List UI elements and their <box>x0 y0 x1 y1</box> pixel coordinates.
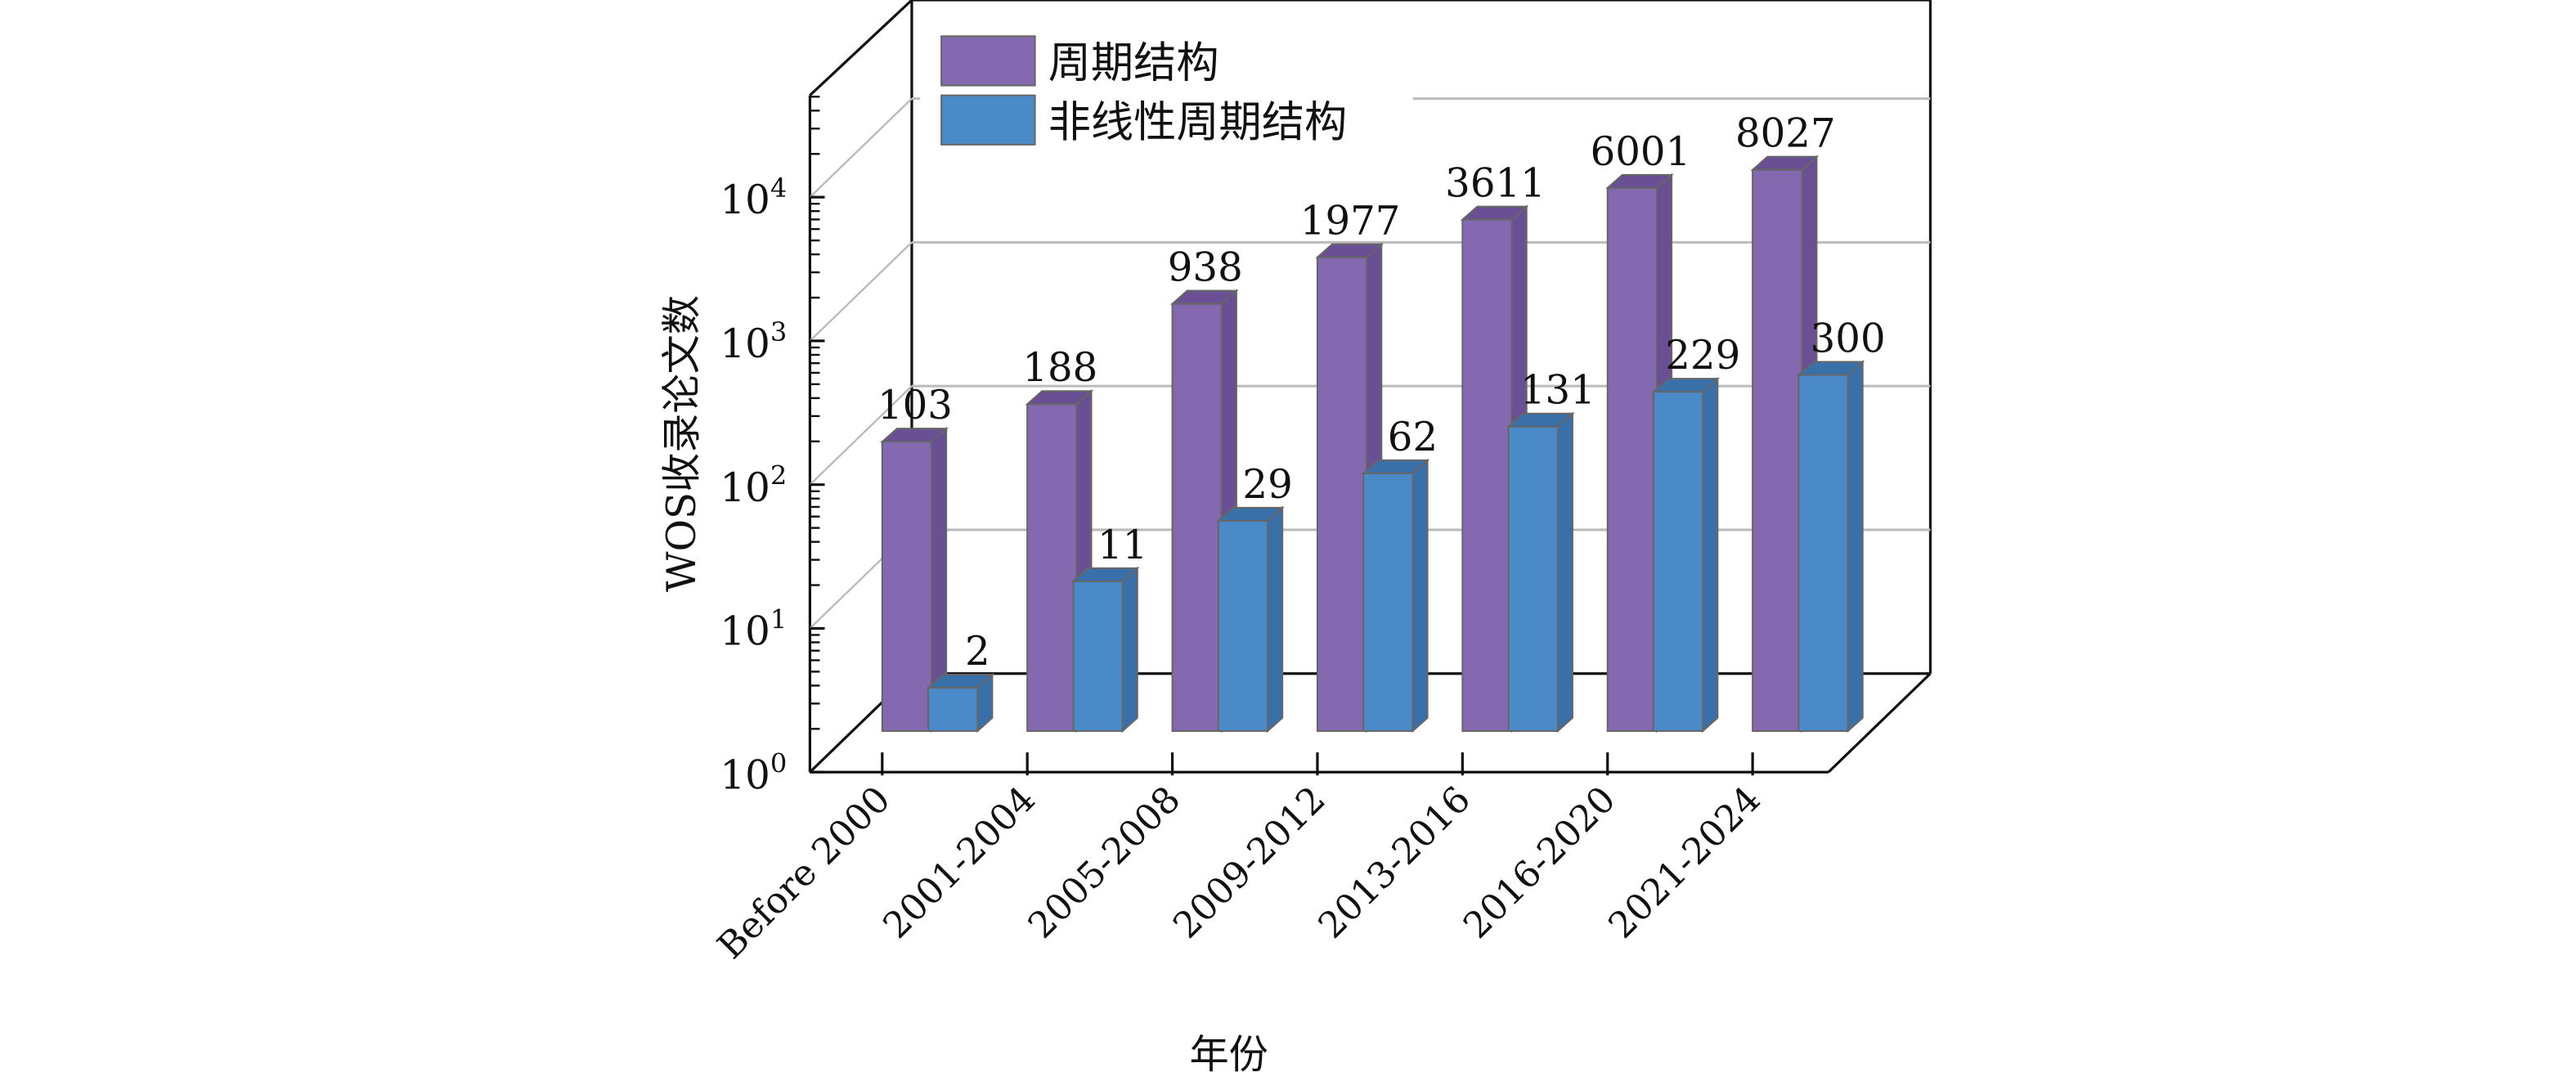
data-label: 1977 <box>1300 199 1401 244</box>
y-tick-label: 104 <box>720 173 787 223</box>
x-tick-label: 2001-2004 <box>875 778 1043 947</box>
data-label: 11 <box>1097 523 1147 568</box>
legend-label-series-0: 周期结构 <box>1048 38 1219 87</box>
bar-1: 11 <box>1070 523 1147 733</box>
data-label: 3611 <box>1445 161 1546 207</box>
y-tick-label: 102 <box>720 460 787 511</box>
bar-front <box>927 687 979 733</box>
gridline-side <box>809 97 913 199</box>
data-label: 188 <box>1022 345 1097 391</box>
x-tick-label: 2009-2012 <box>1165 778 1334 947</box>
bar-1: 29 <box>1216 462 1293 733</box>
x-tick-label: 2016-2020 <box>1456 778 1624 947</box>
y-tick-label: 101 <box>720 603 787 654</box>
bar-front <box>1461 218 1513 733</box>
bar-front <box>1652 391 1704 733</box>
bar-side <box>1702 376 1719 733</box>
bar-front <box>1606 186 1658 733</box>
y-tick-label: 100 <box>720 747 787 798</box>
data-label: 300 <box>1811 316 1886 361</box>
bar-1: 2 <box>926 629 995 733</box>
legend-label-series-1: 非线性周期结构 <box>1048 98 1348 147</box>
bars: 103 2 188 11 938 29 1977 62 3611 131 6001 229 8027 30… <box>877 111 1886 733</box>
legend: 周期结构 非线性周期结构 <box>920 23 1413 155</box>
data-label: 8027 <box>1735 111 1836 157</box>
x-tick-label: 2005-2008 <box>1021 778 1189 947</box>
x-axis-ticks: Before 20002001-20042005-20082009-201220… <box>710 752 1769 967</box>
y-axis-title: WOS收录论文数 <box>659 295 705 592</box>
bar-1: 229 <box>1651 333 1740 733</box>
data-label: 131 <box>1520 368 1595 414</box>
bar-side <box>1847 360 1864 733</box>
data-label: 938 <box>1168 244 1243 290</box>
bar-front <box>1752 168 1803 733</box>
bar-front <box>1797 374 1849 733</box>
legend-swatch-series-0 <box>940 35 1036 87</box>
bar-side <box>1121 566 1138 733</box>
y-tick-label: 103 <box>720 316 787 367</box>
data-label: 103 <box>877 383 953 428</box>
data-label: 29 <box>1242 462 1292 508</box>
gridline-side <box>809 385 913 486</box>
bar-side <box>1556 411 1573 733</box>
y-axis-ticks: 100 101 102 103 104 <box>720 96 825 798</box>
x-tick-label: 2013-2016 <box>1311 778 1479 947</box>
bar-1: 300 <box>1796 316 1886 733</box>
bar-1: 131 <box>1506 368 1595 733</box>
x-axis-title: 年份 <box>1189 1032 1268 1078</box>
axis-line <box>809 0 913 96</box>
x-tick-label: Before 2000 <box>710 778 899 967</box>
gridline-side <box>809 241 913 342</box>
bar-front <box>1217 519 1269 733</box>
data-label: 229 <box>1665 333 1740 379</box>
bar-side <box>1267 505 1284 733</box>
bar-front <box>1507 425 1559 733</box>
data-label: 62 <box>1388 415 1438 460</box>
bar-front <box>1171 303 1223 733</box>
axis-line <box>1827 672 1932 774</box>
data-label: 6001 <box>1591 129 1691 175</box>
data-label: 2 <box>965 629 990 675</box>
bar-side <box>1411 458 1429 733</box>
bar-front <box>1316 256 1368 733</box>
legend-swatch-series-1 <box>940 94 1036 146</box>
bar-0: 103 <box>877 383 953 733</box>
bar-front <box>1362 472 1414 733</box>
bar-front <box>1026 403 1078 733</box>
bar-front <box>881 441 933 733</box>
bar-1: 62 <box>1361 415 1438 733</box>
bar-front <box>1072 580 1124 733</box>
x-tick-label: 2021-2024 <box>1600 778 1769 947</box>
